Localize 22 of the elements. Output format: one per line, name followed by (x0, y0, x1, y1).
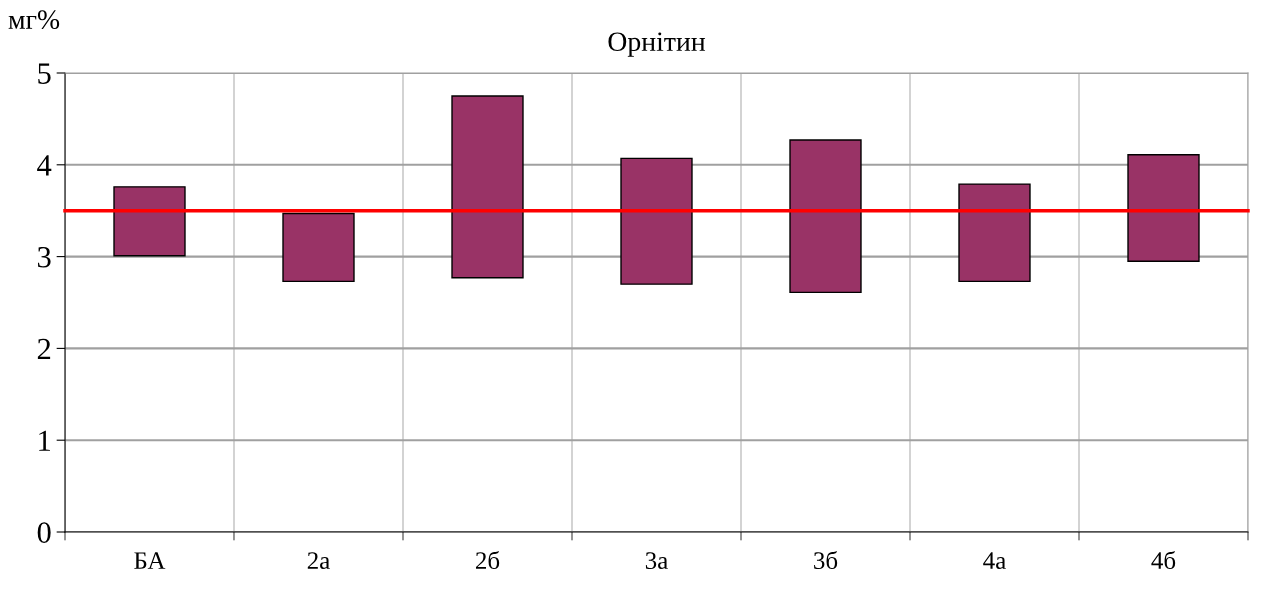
bar (451, 95, 524, 279)
y-tick-label: 5 (38, 63, 51, 84)
y-axis-title: мг% (8, 10, 60, 30)
bar (282, 212, 355, 283)
bar (1127, 154, 1200, 262)
y-tick-label: 2 (37, 338, 51, 359)
bar (113, 186, 186, 257)
x-tick-label: 4б (1151, 550, 1176, 570)
x-tick-label: 2а (307, 552, 330, 570)
y-tick-label: 1 (39, 430, 50, 451)
x-tick-label: БА (134, 552, 166, 569)
x-tick-label: 4а (983, 552, 1006, 570)
bar (789, 139, 862, 294)
y-tick-label: 3 (37, 246, 51, 268)
x-tick-label: 3а (645, 552, 668, 570)
y-tick-label: 0 (37, 522, 51, 543)
y-tick-label: 4 (37, 155, 52, 176)
x-tick-label: 3б (814, 550, 838, 570)
x-tick-label: 2б (475, 550, 500, 570)
bar (958, 183, 1031, 283)
bar (620, 157, 693, 285)
chart-title: Орнітин (608, 32, 706, 57)
